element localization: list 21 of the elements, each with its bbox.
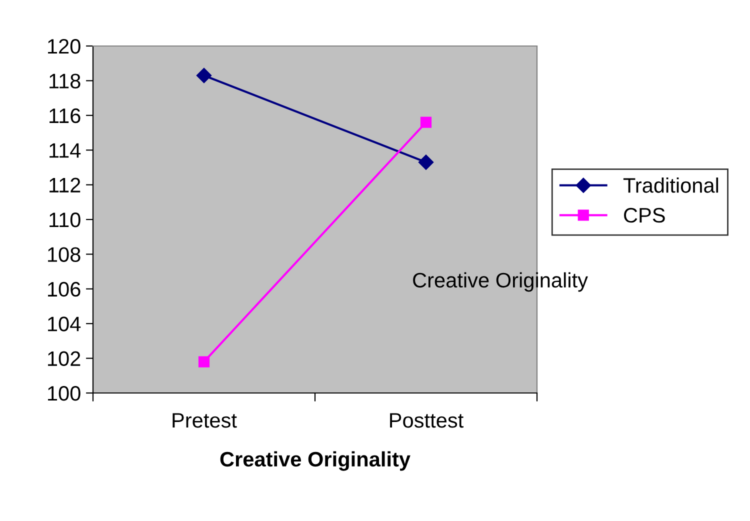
y-tick-label: 100 bbox=[48, 386, 80, 401]
point bbox=[418, 154, 434, 170]
x-tick-label: Posttest bbox=[390, 413, 464, 428]
y-tick-label: 116 bbox=[50, 108, 80, 124]
y-tick-label: 106 bbox=[48, 282, 80, 297]
y-tick-label: 104 bbox=[48, 316, 81, 332]
y-tick-label: 118 bbox=[50, 74, 80, 88]
y-tick-label: 114 bbox=[50, 143, 81, 158]
x-axis-title: Creative Originality bbox=[220, 451, 410, 471]
annotation: Creative Originality bbox=[413, 272, 588, 292]
y-tick-label: 112 bbox=[50, 178, 80, 192]
point bbox=[420, 116, 432, 128]
point bbox=[198, 356, 210, 368]
legend-label: CPS bbox=[624, 208, 665, 223]
x-tick-label: Pretest bbox=[172, 413, 237, 428]
y-tick-label: 102 bbox=[48, 351, 80, 366]
y-tick-label: 120 bbox=[48, 39, 80, 54]
point bbox=[196, 68, 212, 84]
y-tick-label: 110 bbox=[50, 212, 80, 228]
legend-label: Traditional bbox=[623, 178, 718, 193]
y-tick-label: 108 bbox=[48, 247, 80, 262]
